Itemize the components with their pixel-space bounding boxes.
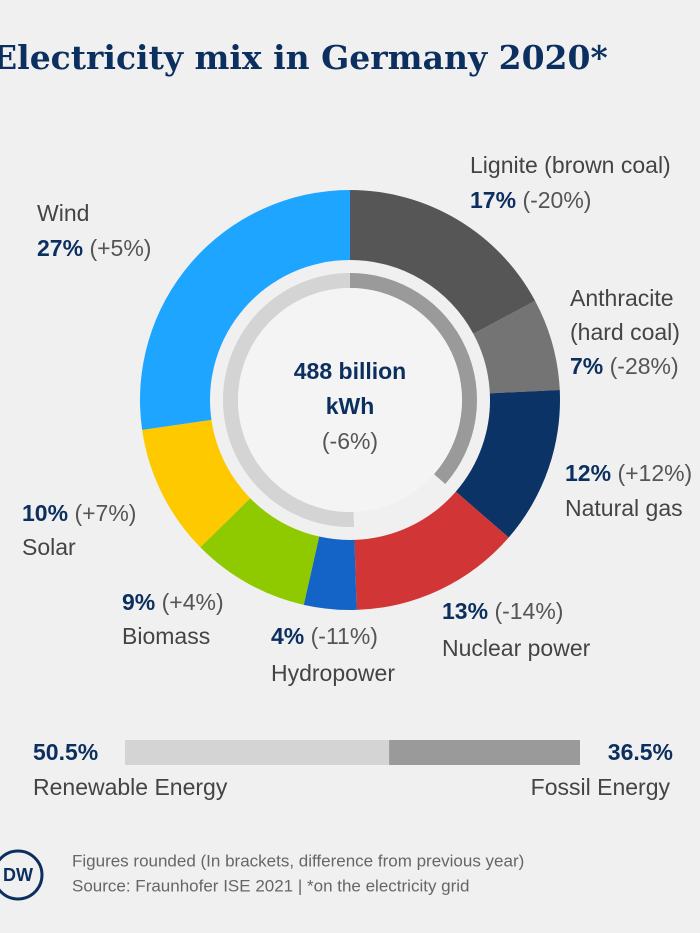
donut-segment <box>455 390 560 538</box>
change: (+5%) <box>89 235 151 261</box>
center-disc <box>238 288 462 512</box>
change: (-11%) <box>311 623 378 649</box>
summary-label: Fossil Energy <box>531 774 671 800</box>
donut-segment <box>473 300 560 394</box>
value-label: 12% (+12%) <box>565 460 692 486</box>
footnote: Source: Fraunhofer ISE 2021 | *on the el… <box>72 876 470 895</box>
change: (+4%) <box>162 589 224 615</box>
value-label: 10% (+7%) <box>22 500 136 526</box>
value-label: 27% (+5%) <box>37 235 151 261</box>
category-label: Solar <box>22 534 76 560</box>
category-label: Nuclear power <box>442 635 591 661</box>
summary-value: 36.5% <box>608 739 673 765</box>
logo: DW <box>3 865 33 885</box>
value-label: 17% (-20%) <box>470 187 591 213</box>
center-change: (-6%) <box>322 428 378 454</box>
value: 4% <box>271 623 304 649</box>
donut-segment <box>140 190 350 430</box>
center-label: kWh <box>326 393 375 419</box>
footnote: Figures rounded (In brackets, difference… <box>72 851 524 870</box>
category-line: Anthracite <box>570 285 674 311</box>
value: 12% <box>565 460 611 486</box>
donut-segment <box>142 419 251 548</box>
value-label: 7% (-28%) <box>570 353 679 379</box>
category-label: Biomass <box>122 623 210 649</box>
category-label: Anthracite (hard coal) <box>570 285 680 345</box>
value: 9% <box>122 589 155 615</box>
change: (-14%) <box>494 598 563 624</box>
change: (-20%) <box>522 187 591 213</box>
value: 27% <box>37 235 83 261</box>
logo-ring <box>0 849 44 901</box>
category-label: Hydropower <box>271 660 395 686</box>
donut-segment <box>350 190 536 334</box>
value: 7% <box>570 353 603 379</box>
donut-segment <box>354 491 509 610</box>
category-label: Lignite (brown coal) <box>470 152 671 178</box>
chart-title: Electricity mix in Germany 2020* <box>0 38 608 77</box>
category-label: Wind <box>37 200 89 226</box>
value-label: 13% (-14%) <box>442 598 563 624</box>
value: 10% <box>22 500 68 526</box>
donut-segment <box>200 498 320 605</box>
value-label: 4% (-11%) <box>271 623 378 649</box>
value: 13% <box>442 598 488 624</box>
value: 17% <box>470 187 516 213</box>
category-line: (hard coal) <box>570 319 680 345</box>
value-label: 9% (+4%) <box>122 589 224 615</box>
donut-segment <box>303 536 357 611</box>
center-label: 488 billion <box>294 358 406 384</box>
change: (+7%) <box>74 500 136 526</box>
summary-label: Renewable Energy <box>33 774 228 800</box>
summary-value: 50.5% <box>33 739 98 765</box>
fossil-bar <box>389 740 580 765</box>
category-label: Natural gas <box>565 495 683 521</box>
renewable-ring <box>222 273 354 527</box>
change: (-28%) <box>610 353 679 379</box>
renewable-bar <box>125 740 390 765</box>
fossil-ring <box>350 273 477 484</box>
change: (+12%) <box>617 460 692 486</box>
